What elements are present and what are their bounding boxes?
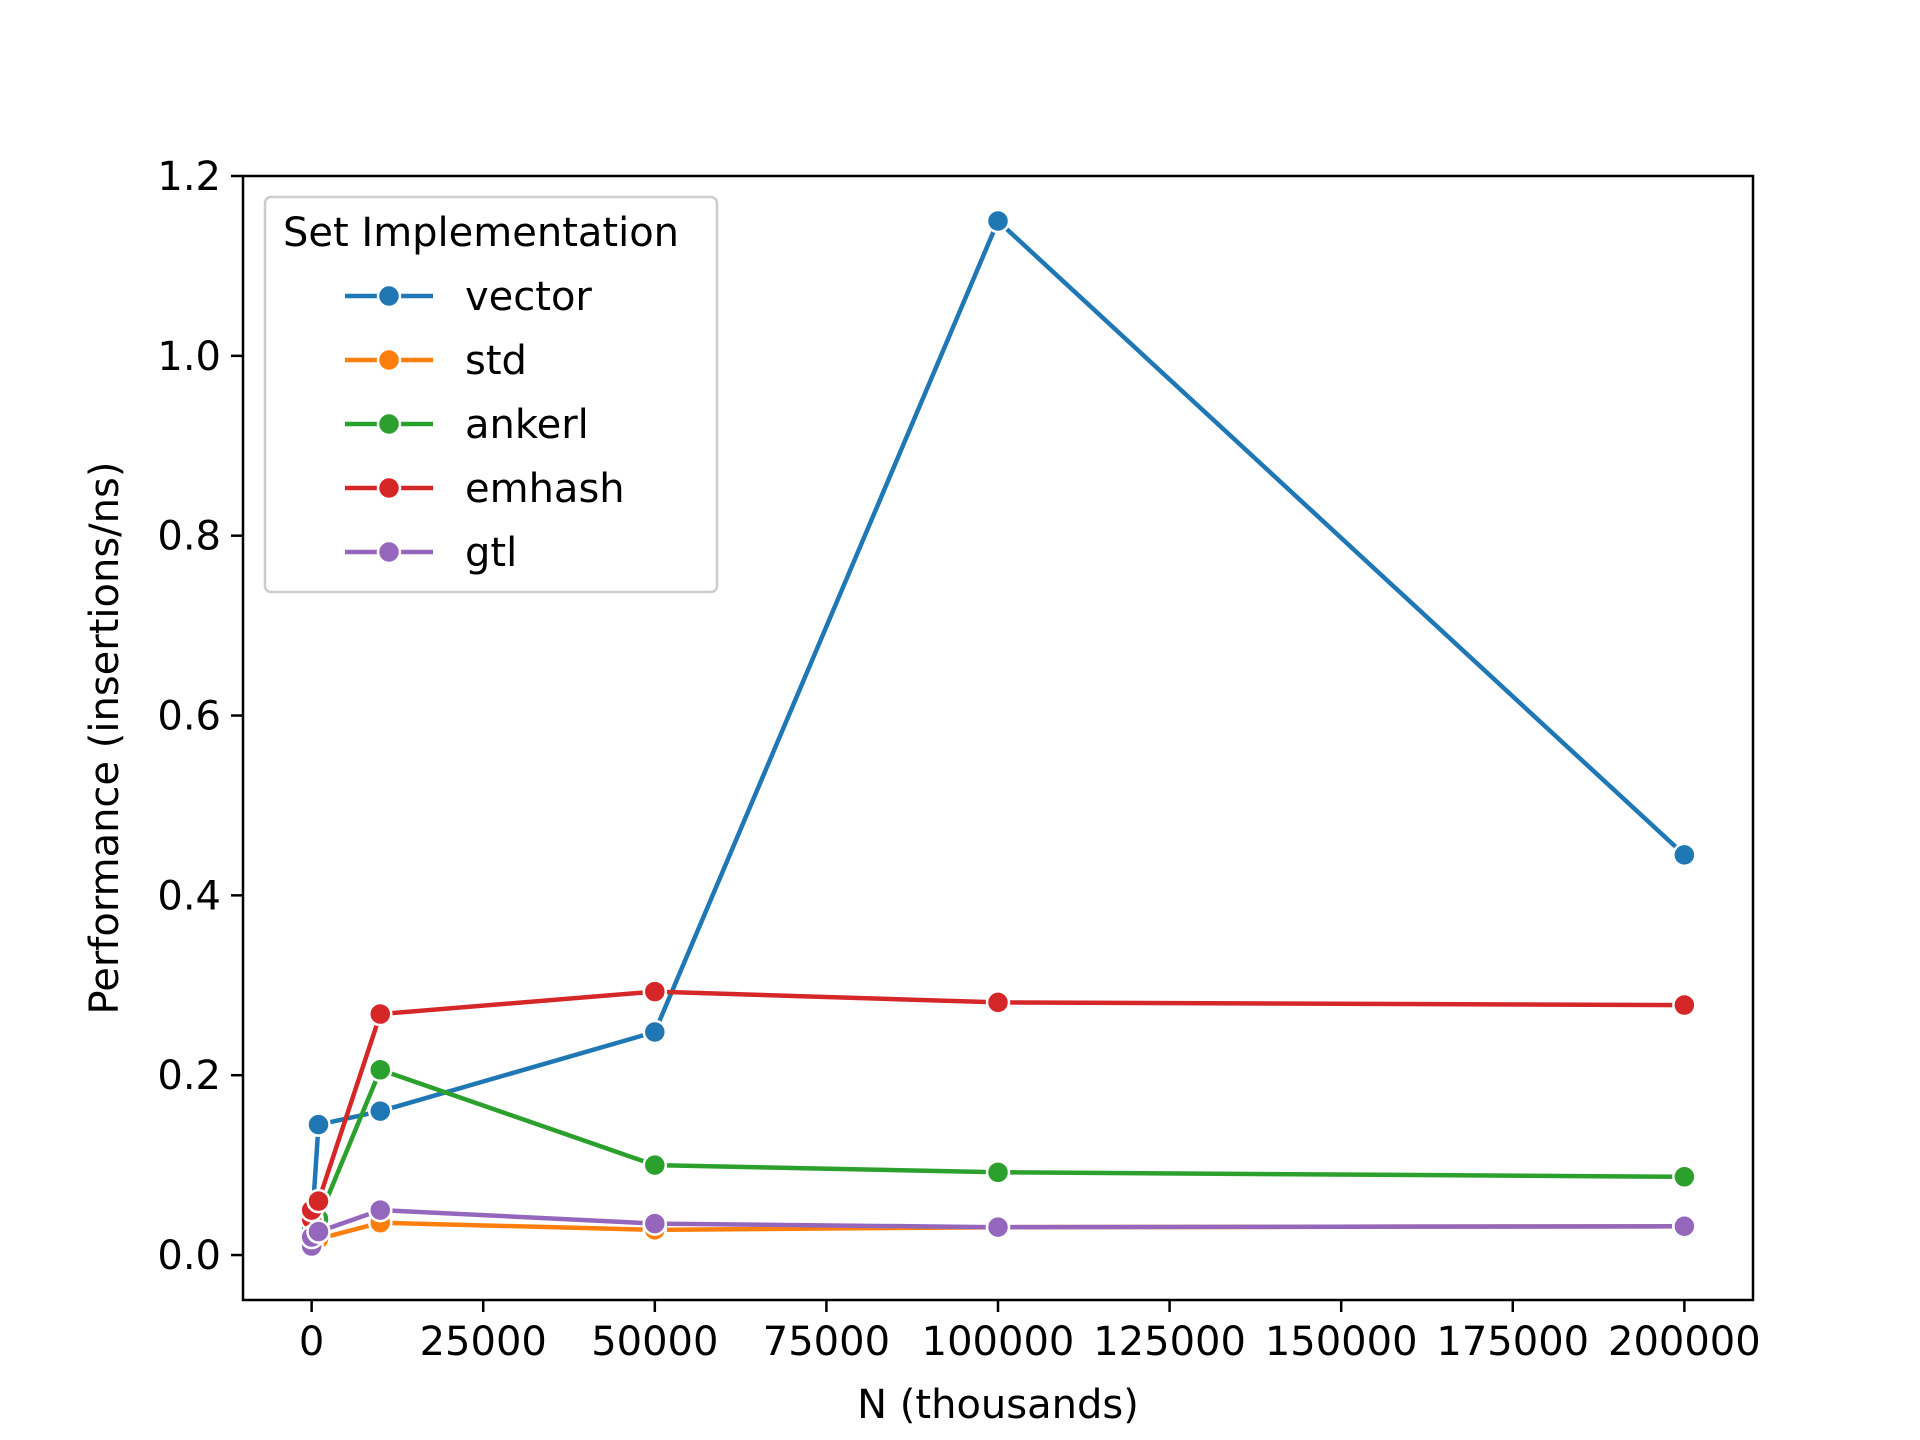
data-point-vector xyxy=(368,1098,393,1124)
y-tick-label: 0.2 xyxy=(157,1053,221,1099)
x-axis-label: N (thousands) xyxy=(857,1382,1139,1428)
y-axis-label: Performance (insertions/ns) xyxy=(82,462,128,1015)
legend-item-emhash: emhash xyxy=(345,466,625,512)
legend-item-ankerl: ankerl xyxy=(345,402,589,448)
x-tick-label: 175000 xyxy=(1436,1319,1589,1365)
data-point-gtl xyxy=(642,1211,668,1236)
data-point-ankerl xyxy=(642,1152,668,1178)
x-tick-label: 50000 xyxy=(591,1319,718,1365)
data-point-emhash xyxy=(368,1001,393,1027)
y-tick-label: 0.0 xyxy=(157,1233,221,1279)
legend-item-vector: vector xyxy=(345,274,592,320)
x-tick-label: 75000 xyxy=(763,1319,890,1365)
legend-item-std: std xyxy=(345,338,527,384)
legend-item-gtl: gtl xyxy=(345,530,517,576)
y-tick-label: 1.2 xyxy=(157,154,221,200)
legend-label-std: std xyxy=(465,338,527,384)
data-point-vector xyxy=(642,1019,668,1045)
data-point-gtl xyxy=(1672,1214,1697,1239)
data-point-ankerl xyxy=(985,1160,1011,1185)
data-point-gtl xyxy=(306,1219,331,1244)
series-line-ankerl xyxy=(309,1067,1687,1231)
y-tick-label: 0.6 xyxy=(157,694,221,740)
legend-label-gtl: gtl xyxy=(465,530,517,576)
legend-marker-vector xyxy=(376,283,402,309)
legend-label-vector: vector xyxy=(465,274,592,320)
data-point-ankerl xyxy=(1672,1164,1697,1190)
data-point-gtl xyxy=(985,1214,1011,1240)
data-point-emhash xyxy=(306,1188,331,1214)
series-markers xyxy=(299,208,1697,1259)
y-tick-label: 0.4 xyxy=(157,873,221,919)
x-tick-label: 100000 xyxy=(922,1319,1075,1365)
data-point-gtl xyxy=(368,1197,393,1223)
data-point-ankerl xyxy=(368,1057,393,1083)
data-point-emhash xyxy=(642,979,668,1004)
legend-marker-std xyxy=(376,347,402,373)
data-point-vector xyxy=(1672,842,1697,868)
legend-marker-gtl xyxy=(376,539,402,565)
y-tick-label: 0.8 xyxy=(157,514,221,560)
y-axis-ticks: 0.0 0.2 0.4 0.6 0.8 1.0 1.2 xyxy=(157,154,243,1279)
legend-marker-ankerl xyxy=(376,411,402,437)
legend-marker-emhash xyxy=(376,475,402,501)
data-point-vector xyxy=(306,1112,331,1137)
legend-items: vector std ankerl emhash gtl xyxy=(345,274,625,576)
legend-label-emhash: emhash xyxy=(465,466,625,512)
x-tick-label: 0 xyxy=(299,1319,324,1365)
data-point-vector xyxy=(985,208,1011,234)
legend-title: Set Implementation xyxy=(283,210,679,256)
x-tick-label: 200000 xyxy=(1608,1319,1761,1365)
x-tick-label: 150000 xyxy=(1265,1319,1418,1365)
x-tick-label: 125000 xyxy=(1093,1319,1246,1365)
y-tick-label: 1.0 xyxy=(157,334,221,380)
data-point-emhash xyxy=(985,990,1011,1015)
legend: Set Implementation vector std ankerl emhash… xyxy=(263,195,719,594)
series-line-emhash xyxy=(309,989,1687,1222)
x-axis-ticks: 0 25000 50000 75000 100000 125000 150000 175000… xyxy=(299,1300,1761,1365)
data-point-emhash xyxy=(1672,992,1697,1018)
legend-label-ankerl: ankerl xyxy=(465,402,589,448)
x-tick-label: 25000 xyxy=(420,1319,547,1365)
